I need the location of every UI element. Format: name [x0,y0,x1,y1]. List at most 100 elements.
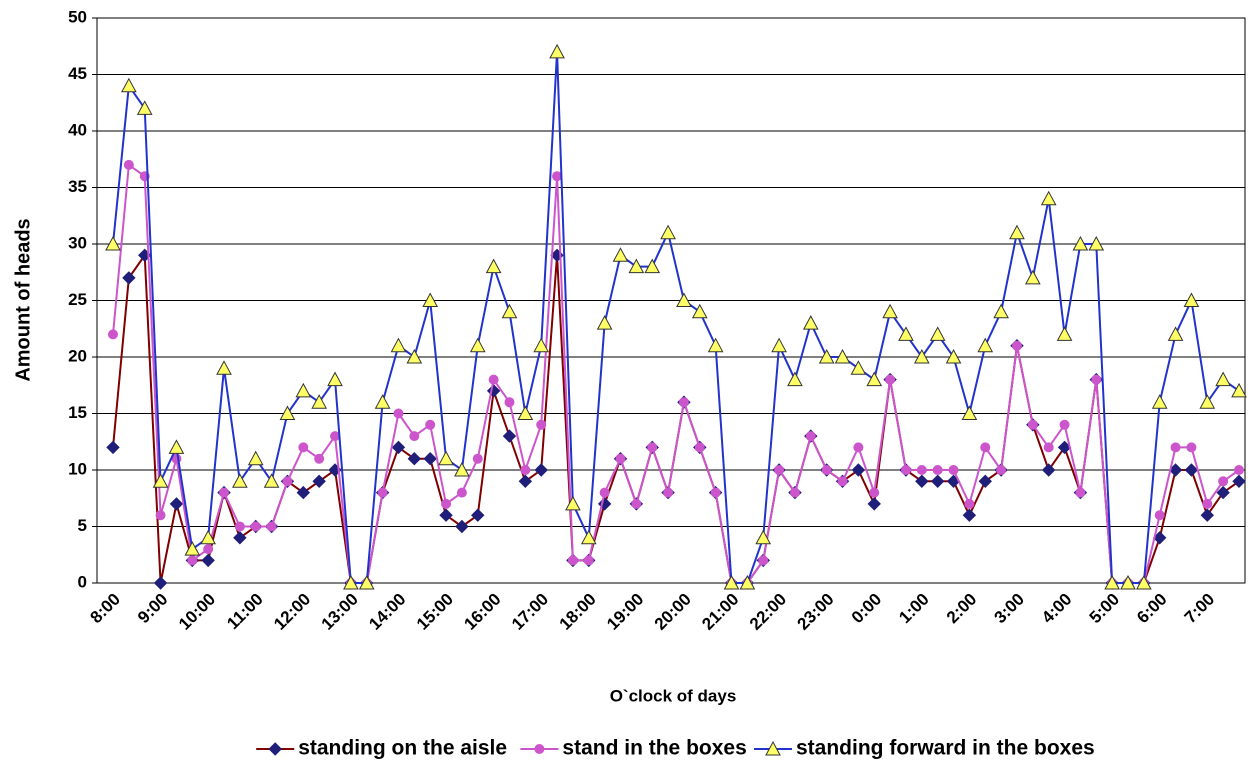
data-point [596,315,613,330]
data-point [456,487,467,498]
data-point [122,271,136,285]
data-point [1199,394,1216,409]
x-tick-label: 2:00 [943,590,980,627]
data-point [869,487,880,498]
data-point [549,43,565,59]
data-point [520,465,531,475]
data-point [1043,442,1054,453]
data-point [263,473,280,488]
data-point [853,442,864,453]
data-point [885,374,896,385]
x-tick-label: 18:00 [556,590,600,634]
data-point [1027,419,1038,430]
legend-marker [765,740,781,756]
data-point [1091,374,1102,385]
data-point [929,326,946,341]
data-point [1215,371,1231,387]
data-point [818,348,835,364]
data-point [488,374,499,385]
legend-label: standing forward in the boxes [796,737,1095,760]
legend-marker [534,744,545,754]
data-point [250,521,261,532]
data-point [978,474,992,489]
data-point [834,348,851,364]
data-point [216,360,232,375]
data-point [155,510,166,521]
x-tick-label: 12:00 [270,590,314,634]
data-point [932,465,943,475]
data-point [977,337,994,353]
data-point [930,474,945,489]
data-point [1167,326,1184,341]
x-tick-label: 6:00 [1133,590,1170,627]
data-point [1024,269,1041,285]
data-point [1232,474,1246,489]
data-point [423,451,437,466]
data-point [295,382,312,398]
data-point [1183,292,1200,307]
data-point [1200,508,1214,522]
x-tick-label: 21:00 [698,590,742,634]
legend-marker [268,742,282,756]
data-point [552,171,563,182]
data-point [660,224,676,240]
x-tick-label: 13:00 [318,590,362,634]
data-point [409,431,420,442]
data-point [1202,498,1213,509]
data-point [851,463,866,477]
data-point [518,474,533,489]
y-tick-label: 30 [68,233,87,252]
data-point [948,465,959,475]
data-point [961,405,978,420]
data-point [298,442,309,453]
data-point [234,521,245,532]
data-point [599,487,610,498]
y-tick-label: 50 [68,7,87,26]
data-point [945,348,962,364]
data-point [108,329,118,340]
data-point [821,465,832,475]
data-point [501,303,518,319]
data-point [187,555,198,566]
data-point [233,531,247,545]
y-tick-label: 10 [68,459,87,478]
data-point [1170,442,1181,453]
data-point [1072,235,1089,251]
data-point [279,405,296,420]
data-point [377,487,388,498]
data-point [123,159,134,170]
data-point [913,348,930,364]
data-point [406,348,423,364]
data-point [837,476,848,487]
data-point [805,431,816,442]
data-point [232,473,248,488]
data-point [471,508,485,522]
x-tick-label: 11:00 [223,590,267,634]
data-point [312,474,326,489]
y-tick-label: 0 [78,572,87,591]
x-tick-label: 14:00 [365,590,409,634]
data-point [266,521,277,532]
data-point [136,100,153,115]
data-point [774,465,785,475]
data-point [247,450,264,466]
data-point [358,574,375,590]
x-tick-label: 4:00 [1038,590,1075,627]
x-tick-label: 22:00 [746,590,790,634]
y-tick-label: 15 [68,403,87,422]
x-tick-label: 3:00 [990,590,1027,627]
x-tick-label: 0:00 [848,590,885,627]
data-point [1186,442,1197,453]
data-point [789,487,800,498]
data-point [169,497,184,511]
data-point [631,498,642,509]
x-tick-label: 20:00 [651,590,695,634]
data-point [422,292,439,307]
data-point [425,419,436,430]
data-point [1216,485,1230,500]
data-point [771,337,787,353]
data-point [691,303,708,319]
legend-label: standing on the aisle [298,737,507,760]
data-point [565,495,581,511]
